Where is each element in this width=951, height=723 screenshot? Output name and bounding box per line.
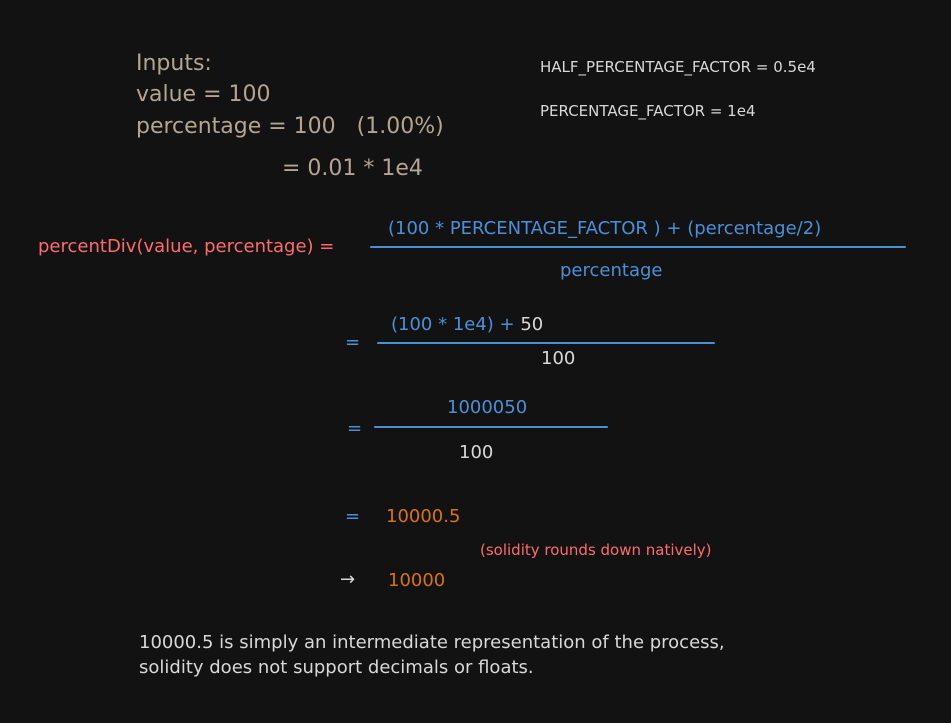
inputs-equivalence-line: = 0.01 * 1e4 [282, 156, 423, 181]
step1-numerator-prefix: (100 * 1e4) + [391, 314, 521, 335]
step1-denominator: 100 [541, 348, 576, 369]
step3-value: 10000.5 [386, 506, 461, 527]
half-percentage-factor-constant: HALF_PERCENTAGE_FACTOR = 0.5e4 [540, 58, 816, 76]
rounding-note: (solidity rounds down natively) [480, 541, 712, 559]
footnote-line-2: solidity does not support decimals or fl… [139, 657, 534, 678]
percentage-factor-constant: PERCENTAGE_FACTOR = 1e4 [540, 102, 756, 120]
step2-equals: = [347, 418, 363, 439]
formula-fraction-bar [370, 246, 906, 248]
formula-lhs: percentDiv(value, percentage) = [38, 236, 335, 257]
formula-numerator: (100 * PERCENTAGE_FACTOR ) + (percentage… [388, 218, 822, 239]
step1-numerator: (100 * 1e4) + 50 [391, 316, 543, 334]
step1-fraction-bar [377, 342, 715, 344]
step2-denominator: 100 [459, 442, 494, 463]
formula-denominator: percentage [560, 260, 663, 281]
step3-equals: = [345, 506, 361, 527]
step2-numerator: 1000050 [447, 397, 528, 418]
result-value: 10000 [388, 570, 446, 591]
result-arrow-icon: → [340, 569, 356, 590]
step1-numerator-fifty: 50 [520, 314, 544, 335]
inputs-heading: Inputs: [136, 51, 212, 76]
footnote-line-1: 10000.5 is simply an intermediate repres… [139, 632, 725, 653]
step1-equals: = [345, 332, 361, 353]
step2-fraction-bar [374, 426, 608, 428]
inputs-percentage-line: percentage = 100 (1.00%) [136, 114, 444, 139]
inputs-value-line: value = 100 [136, 82, 271, 107]
